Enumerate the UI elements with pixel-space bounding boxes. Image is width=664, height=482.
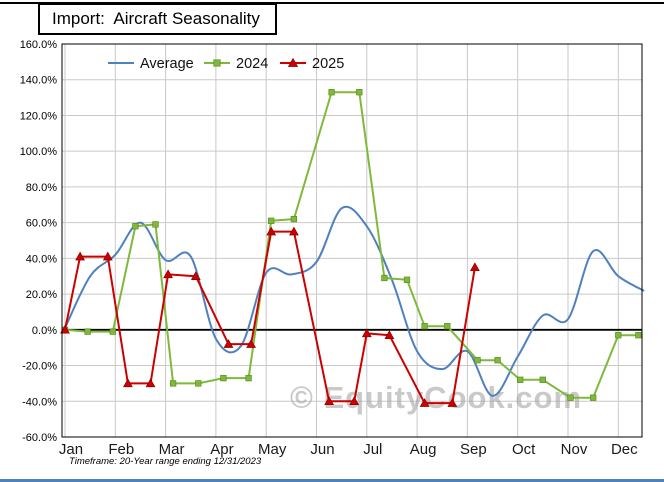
square-marker <box>403 276 411 283</box>
square-marker <box>169 380 177 387</box>
square-marker <box>84 328 91 335</box>
triangle-marker <box>470 262 480 272</box>
triangle-marker <box>289 226 299 236</box>
square-marker <box>328 89 335 96</box>
triangle-marker <box>223 339 234 348</box>
x-axis-month-label: Nov <box>561 441 588 458</box>
square-marker <box>245 374 252 382</box>
triangle-marker <box>266 226 277 236</box>
y-axis-tick-label: 20.0% <box>26 289 57 301</box>
square-marker <box>635 332 642 339</box>
legend-label: 2025 <box>312 56 344 72</box>
triangle-marker <box>349 396 360 406</box>
x-axis-month-label: Dec <box>611 441 638 458</box>
y-axis-tick-label: -60.0% <box>22 432 57 444</box>
chart-title: Import: Aircraft Seasonality <box>38 3 277 36</box>
series-line-average <box>64 205 645 397</box>
x-axis-month-label: Sep <box>460 441 487 458</box>
triangle-marker <box>384 330 395 339</box>
legend-label: Average <box>140 56 194 72</box>
y-axis-tick-label: 120.0% <box>20 110 58 122</box>
y-axis-tick-label: -20.0% <box>22 361 57 373</box>
timeframe-footnote: Timeframe: 20-Year range ending 12/31/20… <box>69 456 262 467</box>
square-marker <box>152 221 159 228</box>
triangle-marker <box>419 398 430 407</box>
square-marker <box>474 357 481 364</box>
square-marker <box>220 374 227 382</box>
square-marker <box>590 394 597 401</box>
watermark: © EquityCook.com <box>290 380 582 415</box>
legend: Average 2024 2025 <box>108 56 344 72</box>
triangle-marker <box>324 396 334 406</box>
y-axis-tick-label: 140.0% <box>20 75 58 87</box>
x-axis-month-label: Jan <box>59 441 83 458</box>
square-marker <box>268 217 275 224</box>
x-axis-month-label: Aug <box>410 441 437 458</box>
top-border-line <box>0 2 664 4</box>
square-marker <box>567 394 574 401</box>
x-axis-month-label: Feb <box>108 441 134 458</box>
x-axis-month-label: Mar <box>159 441 185 458</box>
x-axis-month-label: Oct <box>512 441 536 458</box>
triangle-marker <box>123 378 133 388</box>
plot-border <box>61 43 643 438</box>
square-marker <box>109 328 116 335</box>
x-axis-month-label: Jun <box>310 441 334 458</box>
square-marker <box>381 274 388 282</box>
triangle-marker <box>163 269 173 279</box>
square-marker <box>539 376 546 383</box>
bottom-border-line <box>0 479 664 482</box>
triangle-marker <box>60 324 70 334</box>
y-axis-tick-label: -40.0% <box>22 396 57 408</box>
legend-triangle-marker <box>287 57 299 67</box>
axis-labels: 160.0% 140.0% 120.0% 100.0% 80.0% 60.0% 40.0% 2… <box>20 39 638 458</box>
triangle-marker <box>102 251 113 261</box>
plot-background <box>62 44 642 437</box>
y-axis-tick-label: 80.0% <box>26 182 57 194</box>
square-marker <box>132 223 139 230</box>
y-axis-tick-label: 100.0% <box>20 146 58 158</box>
y-axis-tick-label: 60.0% <box>26 218 57 230</box>
triangle-marker <box>145 378 156 388</box>
series-line-2025 <box>64 230 476 405</box>
square-marker <box>494 357 501 364</box>
y-axis-tick-label: 0.0% <box>32 325 57 337</box>
triangle-marker <box>246 339 256 348</box>
triangle-marker <box>190 271 201 280</box>
square-marker <box>444 323 451 330</box>
x-axis-month-label: May <box>258 441 287 458</box>
square-marker <box>195 380 202 387</box>
square-marker <box>356 89 363 96</box>
triangle-marker <box>447 398 458 407</box>
series <box>60 89 645 407</box>
square-marker <box>615 332 622 339</box>
x-axis-month-label: Jul <box>363 441 382 458</box>
triangle-marker <box>75 251 85 261</box>
triangle-marker <box>361 328 372 338</box>
y-axis-tick-label: 160.0% <box>20 39 58 51</box>
square-marker <box>421 323 428 330</box>
square-marker <box>290 215 298 223</box>
legend-label: 2024 <box>236 56 268 72</box>
legend-square-marker <box>213 59 221 67</box>
y-axis-tick-label: 40.0% <box>26 253 57 265</box>
x-axis-month-label: Apr <box>210 441 233 458</box>
square-marker <box>517 376 524 383</box>
